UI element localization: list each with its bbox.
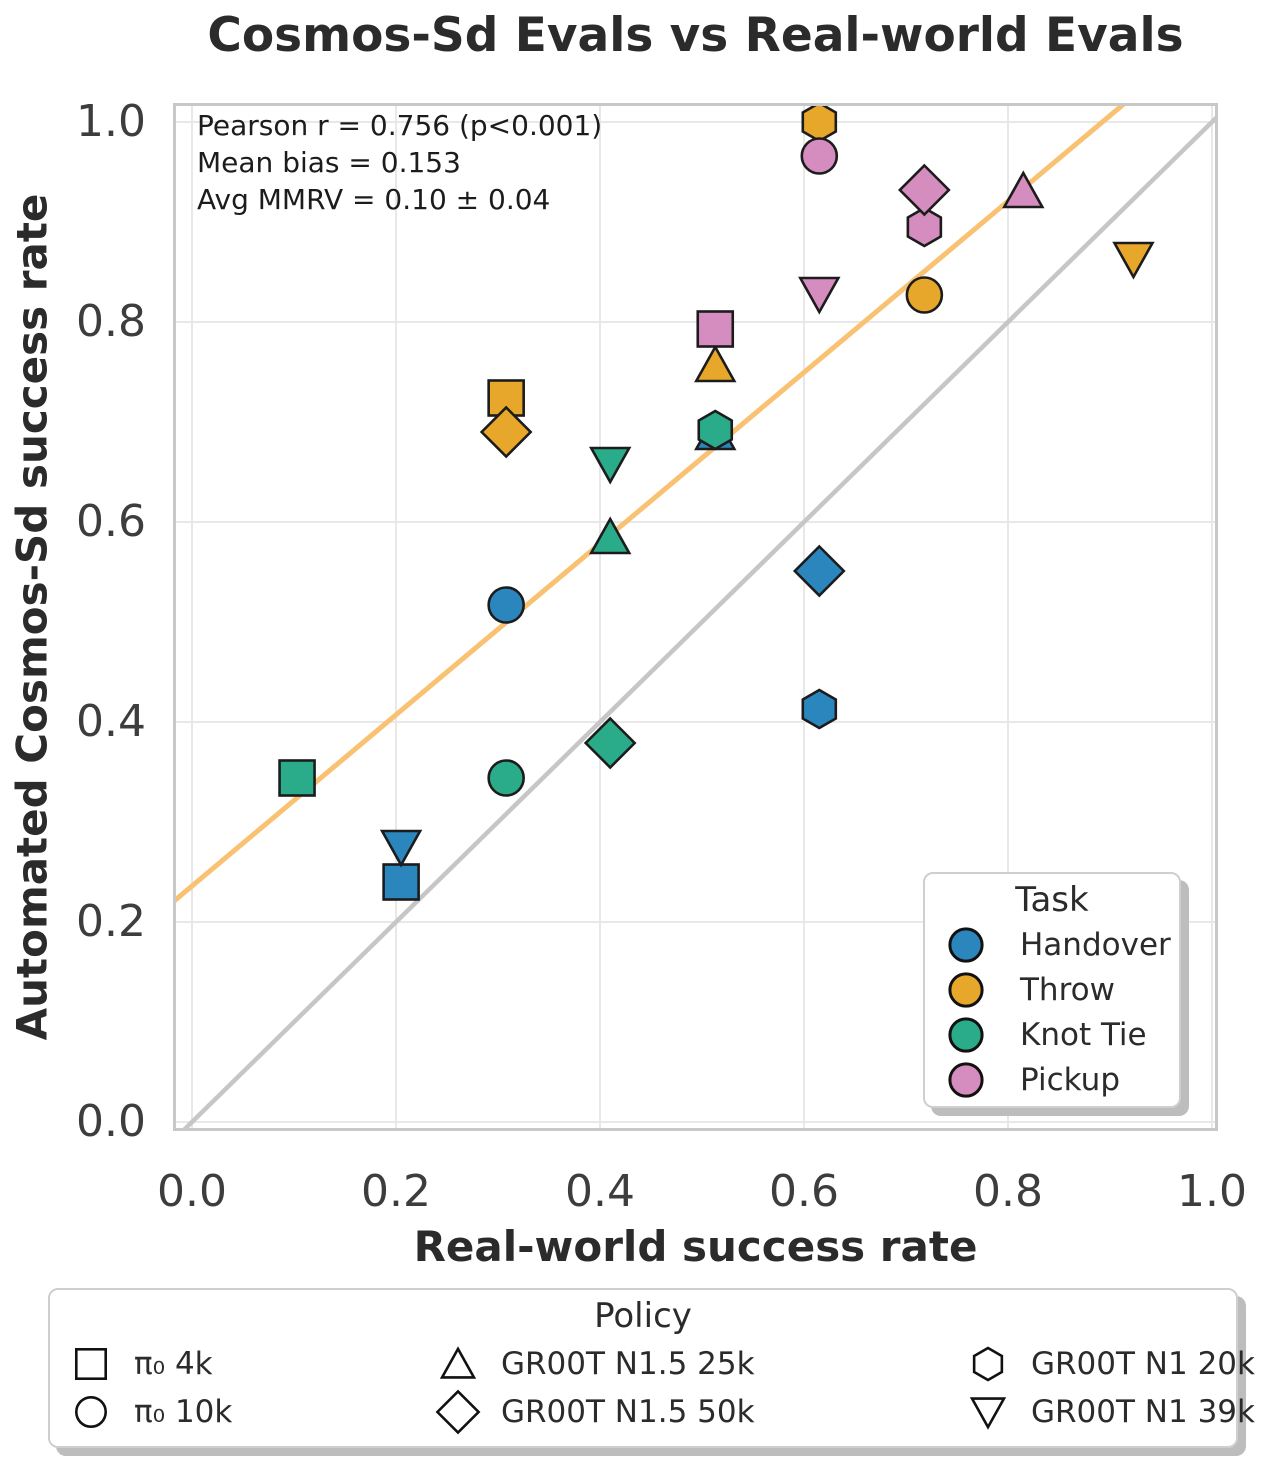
scatter-point	[898, 163, 951, 217]
policy-legend-label: GR00T N1.5 50k	[501, 1394, 755, 1430]
task-legend-item: Handover	[943, 922, 1171, 968]
scatter-point	[382, 863, 420, 901]
task-legend-item: Pickup	[943, 1057, 1120, 1103]
policy-legend-item: GR00T N1.5 25k	[435, 1341, 755, 1387]
scatter-point	[278, 759, 316, 797]
y-tick-label: 0.0	[76, 1096, 146, 1147]
circle-marker-icon	[948, 1017, 984, 1053]
triangle-up-marker-icon	[439, 1346, 477, 1379]
x-axis-label: Real-world success rate	[413, 1222, 978, 1271]
policy-legend-title: Policy	[594, 1296, 692, 1336]
x-tick-label: 0.8	[973, 1166, 1043, 1217]
policy-legend-item: π₀ 10k	[68, 1389, 232, 1435]
triangle-down-marker-icon	[969, 1397, 1007, 1430]
scatter-point	[487, 586, 525, 624]
annotation-line-mmrv: Avg MMRV = 0.10 ± 0.04	[197, 183, 551, 216]
task-legend-item: Throw	[943, 967, 1115, 1013]
x-tick-label: 1.0	[1177, 1166, 1247, 1217]
policy-legend-item: GR00T N1 39k	[965, 1389, 1255, 1435]
square-marker	[75, 1348, 107, 1380]
x-tick-label: 0.2	[361, 1166, 431, 1217]
circle-marker	[948, 972, 984, 1008]
scatter-point	[583, 716, 637, 770]
scatter-point	[1002, 170, 1045, 209]
triangle-up-marker	[439, 1346, 477, 1379]
y-axis-label: Automated Cosmos-Sd success rate	[7, 193, 57, 1041]
policy-legend-label: GR00T N1 20k	[1031, 1346, 1255, 1382]
diamond-marker	[435, 1389, 481, 1435]
circle-marker-icon	[948, 972, 984, 1008]
x-tick-label: 0.4	[565, 1166, 635, 1217]
task-legend-label: Knot Tie	[1020, 1017, 1147, 1053]
circle-marker-icon	[75, 1396, 107, 1428]
scatter-point	[697, 409, 734, 451]
circle-marker-icon	[948, 927, 984, 963]
circle-marker	[75, 1396, 107, 1428]
y-tick-label: 0.8	[76, 296, 146, 347]
scatter-point	[801, 688, 838, 730]
annotation-line-pearson: Pearson r = 0.756 (p<0.001)	[197, 109, 603, 142]
scatter-point	[588, 516, 632, 555]
hexagon-marker-icon	[972, 1346, 1004, 1382]
policy-legend-item: π₀ 4k	[68, 1341, 213, 1387]
circle-marker	[948, 1062, 984, 1098]
scatter-point	[792, 544, 846, 598]
task-legend: Task Handover Throw Knot Tie Pickup	[923, 872, 1181, 1108]
scatter-point	[905, 276, 944, 314]
triangle-down-marker	[969, 1397, 1007, 1430]
scatter-point	[696, 310, 735, 348]
task-legend-item: Knot Tie	[943, 1012, 1147, 1058]
scatter-plot	[173, 103, 1218, 1131]
trend-line	[173, 103, 1129, 906]
scatter-point	[801, 103, 838, 143]
scatter-point	[798, 276, 841, 315]
circle-marker	[948, 1017, 984, 1053]
scatter-point	[694, 344, 737, 383]
task-legend-label: Throw	[1020, 972, 1115, 1008]
scatter-point	[479, 405, 533, 459]
task-legend-label: Pickup	[1020, 1062, 1120, 1098]
scatter-point	[1112, 241, 1155, 280]
policy-legend-item: GR00T N1.5 50k	[435, 1389, 755, 1435]
gridlines	[173, 103, 1218, 1131]
x-tick-label: 0.6	[769, 1166, 839, 1217]
stats-annotation: Pearson r = 0.756 (p<0.001) Mean bias = …	[197, 107, 602, 218]
x-tick-label: 0.0	[157, 1166, 227, 1217]
y-tick-label: 0.6	[76, 496, 146, 547]
y-tick-label: 1.0	[76, 96, 146, 147]
scatter-point	[588, 446, 632, 485]
circle-marker-icon	[948, 1062, 984, 1098]
scatter-point	[487, 759, 525, 797]
y-tick-label: 0.4	[76, 696, 146, 747]
policy-legend-label: GR00T N1 39k	[1031, 1394, 1255, 1430]
identity-line	[179, 112, 1218, 1131]
task-legend-title: Task	[1015, 880, 1089, 920]
policy-legend: Policy π₀ 4k π₀ 10k GR00T N1.5 25k GR00T N1…	[48, 1288, 1255, 1448]
hexagon-marker	[972, 1346, 1004, 1382]
policy-legend-label: π₀ 10k	[134, 1394, 233, 1430]
plot-border	[173, 103, 1218, 1131]
scatter-point	[906, 206, 943, 248]
policy-legend-label: GR00T N1.5 25k	[501, 1346, 755, 1382]
scatter-point	[800, 137, 839, 175]
policy-legend-item: GR00T N1 20k	[965, 1341, 1255, 1387]
y-tick-label: 0.2	[76, 896, 146, 947]
diamond-marker-icon	[435, 1389, 481, 1435]
scatter-points	[278, 103, 1155, 901]
policy-legend-label: π₀ 4k	[134, 1346, 213, 1382]
scatter-point	[379, 829, 423, 868]
annotation-line-bias: Mean bias = 0.153	[197, 146, 461, 179]
task-legend-label: Handover	[1020, 927, 1171, 963]
circle-marker	[948, 927, 984, 963]
chart-title: Cosmos-Sd Evals vs Real-world Evals	[207, 8, 1184, 63]
square-marker-icon	[75, 1348, 107, 1380]
